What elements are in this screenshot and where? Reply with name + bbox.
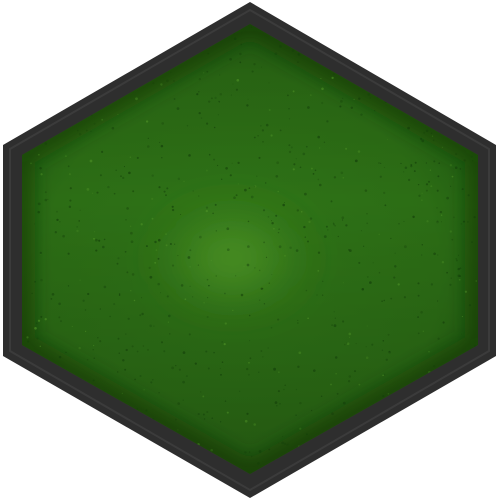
tile-border-inner-line [9, 8, 490, 492]
tile-highlight [154, 206, 310, 310]
